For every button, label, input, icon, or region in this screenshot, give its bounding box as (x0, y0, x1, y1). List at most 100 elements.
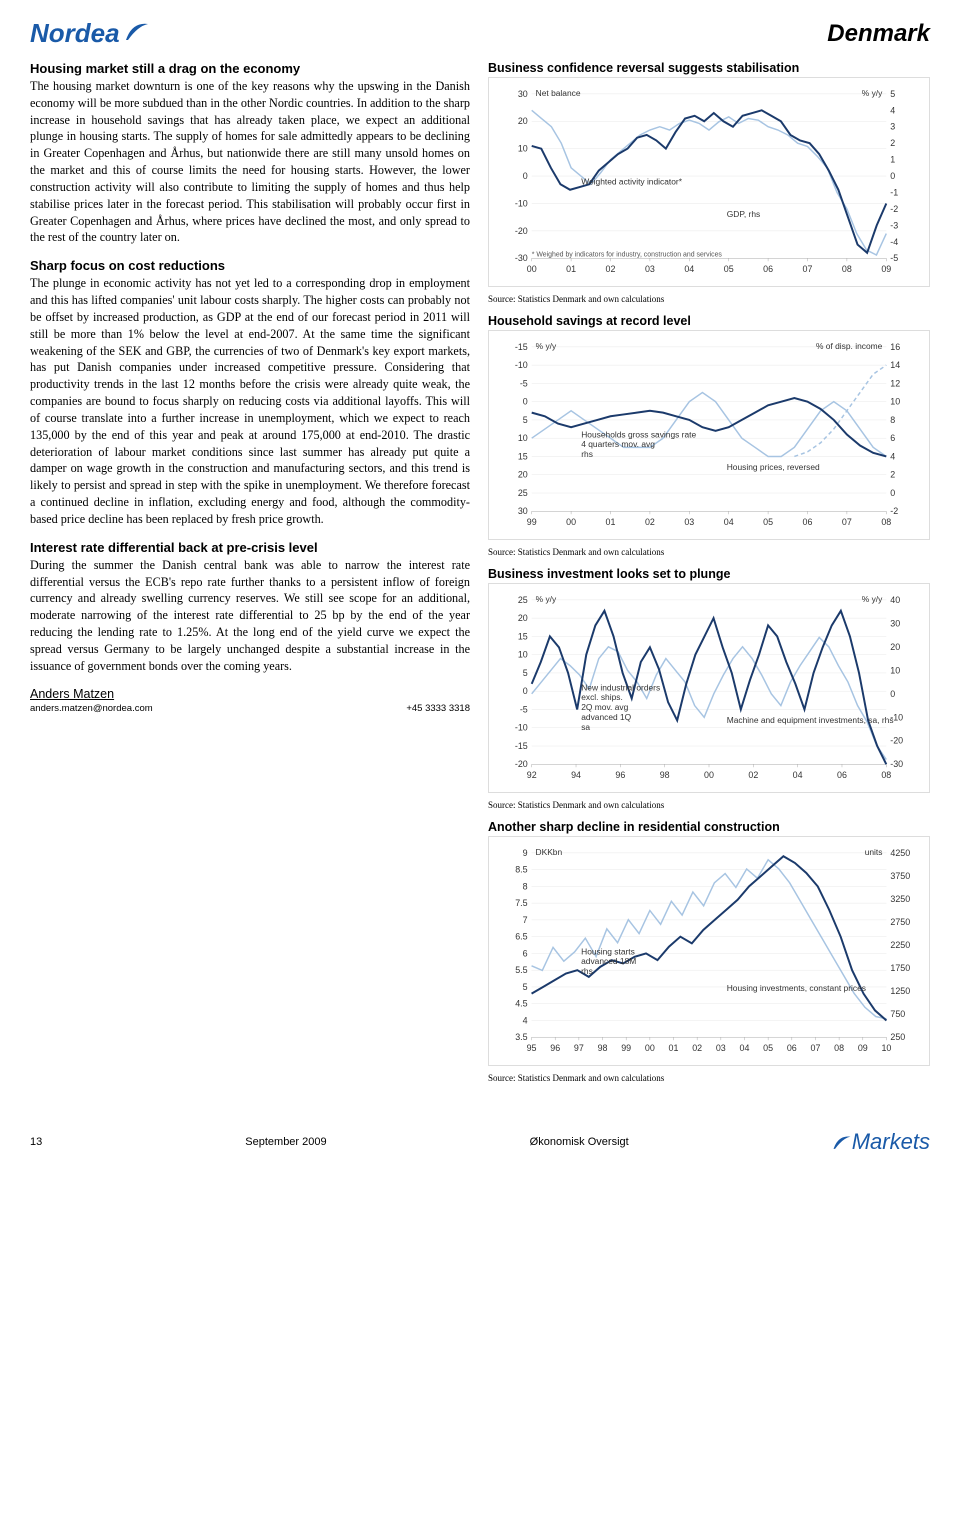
nordea-logo: Nordea (30, 18, 150, 49)
svg-text:Weighted activity indicator*: Weighted activity indicator* (581, 176, 682, 186)
svg-text:09: 09 (858, 1043, 868, 1053)
svg-text:1250: 1250 (890, 986, 910, 996)
svg-text:-10: -10 (515, 360, 528, 370)
svg-text:750: 750 (890, 1009, 905, 1019)
svg-text:GDP, rhs: GDP, rhs (727, 209, 760, 219)
svg-text:06: 06 (763, 264, 773, 274)
svg-text:07: 07 (842, 517, 852, 527)
svg-text:units: units (865, 847, 883, 857)
svg-text:10: 10 (890, 397, 900, 407)
svg-text:92: 92 (527, 770, 537, 780)
svg-text:04: 04 (740, 1043, 750, 1053)
svg-text:06: 06 (787, 1043, 797, 1053)
svg-text:4.5: 4.5 (515, 999, 527, 1009)
svg-text:94: 94 (571, 770, 581, 780)
svg-text:-5: -5 (520, 704, 528, 714)
svg-text:02: 02 (748, 770, 758, 780)
chart-4-source: Source: Statistics Denmark and own calcu… (488, 1073, 930, 1083)
page-header: Nordea Denmark (30, 18, 930, 49)
svg-text:4: 4 (890, 451, 895, 461)
svg-text:10: 10 (518, 433, 528, 443)
svg-text:25: 25 (518, 488, 528, 498)
svg-text:03: 03 (684, 517, 694, 527)
svg-text:5.5: 5.5 (515, 965, 527, 975)
svg-text:97: 97 (574, 1043, 584, 1053)
svg-text:08: 08 (881, 770, 891, 780)
svg-text:05: 05 (763, 1043, 773, 1053)
chart-1: -30-20-100102030-5-4-3-2-101234500010203… (488, 77, 930, 287)
svg-text:6: 6 (890, 433, 895, 443)
svg-text:-10: -10 (515, 723, 528, 733)
svg-text:02: 02 (692, 1043, 702, 1053)
svg-text:8.5: 8.5 (515, 865, 527, 875)
svg-text:6: 6 (523, 948, 528, 958)
svg-text:0: 0 (523, 171, 528, 181)
chart-1-source: Source: Statistics Denmark and own calcu… (488, 294, 930, 304)
svg-text:-3: -3 (890, 220, 898, 230)
svg-text:00: 00 (527, 264, 537, 274)
svg-text:-10: -10 (515, 198, 528, 208)
svg-text:1: 1 (890, 155, 895, 165)
markets-logo: Markets (832, 1129, 930, 1155)
svg-text:30: 30 (518, 506, 528, 516)
footer-date: September 2009 (245, 1136, 326, 1148)
svg-text:08: 08 (881, 517, 891, 527)
svg-text:2750: 2750 (890, 917, 910, 927)
svg-text:2250: 2250 (890, 940, 910, 950)
svg-text:7.5: 7.5 (515, 898, 527, 908)
svg-text:2: 2 (890, 138, 895, 148)
svg-text:15: 15 (518, 451, 528, 461)
svg-text:10: 10 (518, 650, 528, 660)
chart-1-title: Business confidence reversal suggests st… (488, 61, 930, 75)
svg-text:99: 99 (527, 517, 537, 527)
svg-text:6.5: 6.5 (515, 932, 527, 942)
section-1-body: The housing market downturn is one of th… (30, 78, 470, 246)
svg-text:rhs: rhs (581, 966, 593, 976)
svg-text:05: 05 (763, 517, 773, 527)
svg-text:DKKbn: DKKbn (536, 847, 563, 857)
chart-4-title: Another sharp decline in residential con… (488, 820, 930, 834)
author-contact: anders.matzen@nordea.com +45 3333 3318 (30, 703, 470, 714)
svg-text:0: 0 (890, 488, 895, 498)
svg-text:01: 01 (566, 264, 576, 274)
svg-text:40: 40 (890, 595, 900, 605)
svg-text:08: 08 (842, 264, 852, 274)
svg-text:08: 08 (834, 1043, 844, 1053)
svg-text:-2: -2 (890, 506, 898, 516)
svg-text:0: 0 (890, 171, 895, 181)
svg-text:00: 00 (645, 1043, 655, 1053)
svg-text:Housing investments, constant: Housing investments, constant prices (727, 983, 866, 993)
svg-text:04: 04 (724, 517, 734, 527)
svg-text:06: 06 (803, 517, 813, 527)
svg-text:20: 20 (518, 116, 528, 126)
svg-text:-30: -30 (890, 759, 903, 769)
svg-text:* Weighed by indicators for in: * Weighed by indicators for industry, co… (532, 251, 723, 258)
svg-text:01: 01 (606, 517, 616, 527)
svg-text:14: 14 (890, 360, 900, 370)
svg-text:% y/y: % y/y (536, 594, 557, 604)
svg-text:0: 0 (890, 689, 895, 699)
svg-text:4: 4 (890, 105, 895, 115)
svg-text:8: 8 (523, 881, 528, 891)
svg-text:9: 9 (523, 848, 528, 858)
svg-text:Machine and equipment investme: Machine and equipment investments, sa, r… (727, 715, 894, 725)
svg-text:5: 5 (523, 982, 528, 992)
chart-4: 3.544.555.566.577.588.592507501250175022… (488, 836, 930, 1066)
svg-text:98: 98 (660, 770, 670, 780)
svg-text:Households gross savings rate: Households gross savings rate (581, 429, 696, 439)
section-1-title: Housing market still a drag on the econo… (30, 61, 470, 76)
svg-text:96: 96 (550, 1043, 560, 1053)
section-2-title: Sharp focus on cost reductions (30, 258, 470, 273)
svg-text:% y/y: % y/y (536, 341, 557, 351)
author-name: Anders Matzen (30, 687, 470, 701)
markets-logo-text: Markets (852, 1129, 930, 1155)
chart-3-source: Source: Statistics Denmark and own calcu… (488, 800, 930, 810)
footer-page-number: 13 (30, 1136, 42, 1148)
svg-text:1750: 1750 (890, 963, 910, 973)
svg-text:00: 00 (704, 770, 714, 780)
svg-text:00: 00 (566, 517, 576, 527)
svg-text:-5: -5 (520, 378, 528, 388)
svg-text:-20: -20 (890, 736, 903, 746)
svg-text:250: 250 (890, 1032, 905, 1042)
svg-text:% y/y: % y/y (862, 88, 883, 98)
